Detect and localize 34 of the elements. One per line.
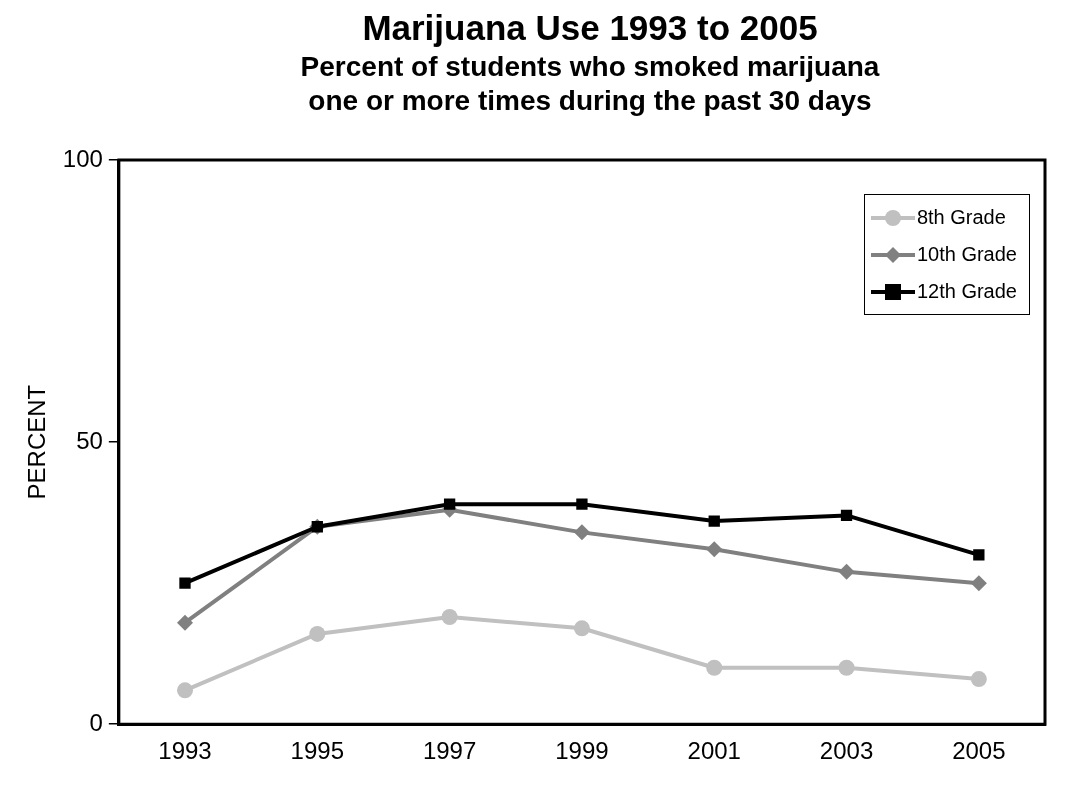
point bbox=[838, 659, 855, 676]
legend-label: 12th Grade bbox=[916, 280, 1017, 303]
x-tick-label: 2001 bbox=[687, 737, 741, 765]
point bbox=[970, 575, 987, 592]
point bbox=[973, 549, 985, 561]
point bbox=[177, 682, 193, 699]
y-tick-label: 0 bbox=[89, 708, 103, 736]
x-tick-label: 1997 bbox=[422, 737, 477, 765]
x-tick-label: 2003 bbox=[819, 737, 874, 765]
y-axis-title: PERCENT bbox=[23, 384, 51, 500]
y-tick-label: 100 bbox=[62, 144, 103, 172]
x-tick-label: 1995 bbox=[290, 737, 344, 765]
point bbox=[443, 498, 456, 510]
point bbox=[576, 498, 588, 510]
point bbox=[706, 541, 723, 558]
point bbox=[970, 671, 987, 688]
point bbox=[177, 614, 193, 631]
point bbox=[309, 625, 326, 642]
legend-label: 8th Grade bbox=[916, 206, 1006, 229]
point bbox=[573, 524, 590, 541]
point bbox=[706, 659, 723, 676]
point bbox=[441, 609, 458, 625]
x-tick-label: 2005 bbox=[952, 737, 1006, 765]
chart-title: Marijuana Use 1993 to 2005 bbox=[361, 8, 819, 48]
chart-subtitle: Percent of students who smoked marijuana one or more times during the past 30 days bbox=[299, 50, 881, 118]
x-tick-label: 1999 bbox=[555, 737, 609, 765]
point bbox=[840, 509, 853, 522]
legend-label: 10th Grade bbox=[916, 243, 1017, 266]
point bbox=[179, 577, 191, 589]
point bbox=[573, 620, 590, 637]
x-tick-label: 1993 bbox=[158, 737, 212, 765]
y-tick-label: 50 bbox=[76, 426, 103, 454]
point bbox=[838, 563, 855, 580]
point bbox=[708, 515, 720, 527]
